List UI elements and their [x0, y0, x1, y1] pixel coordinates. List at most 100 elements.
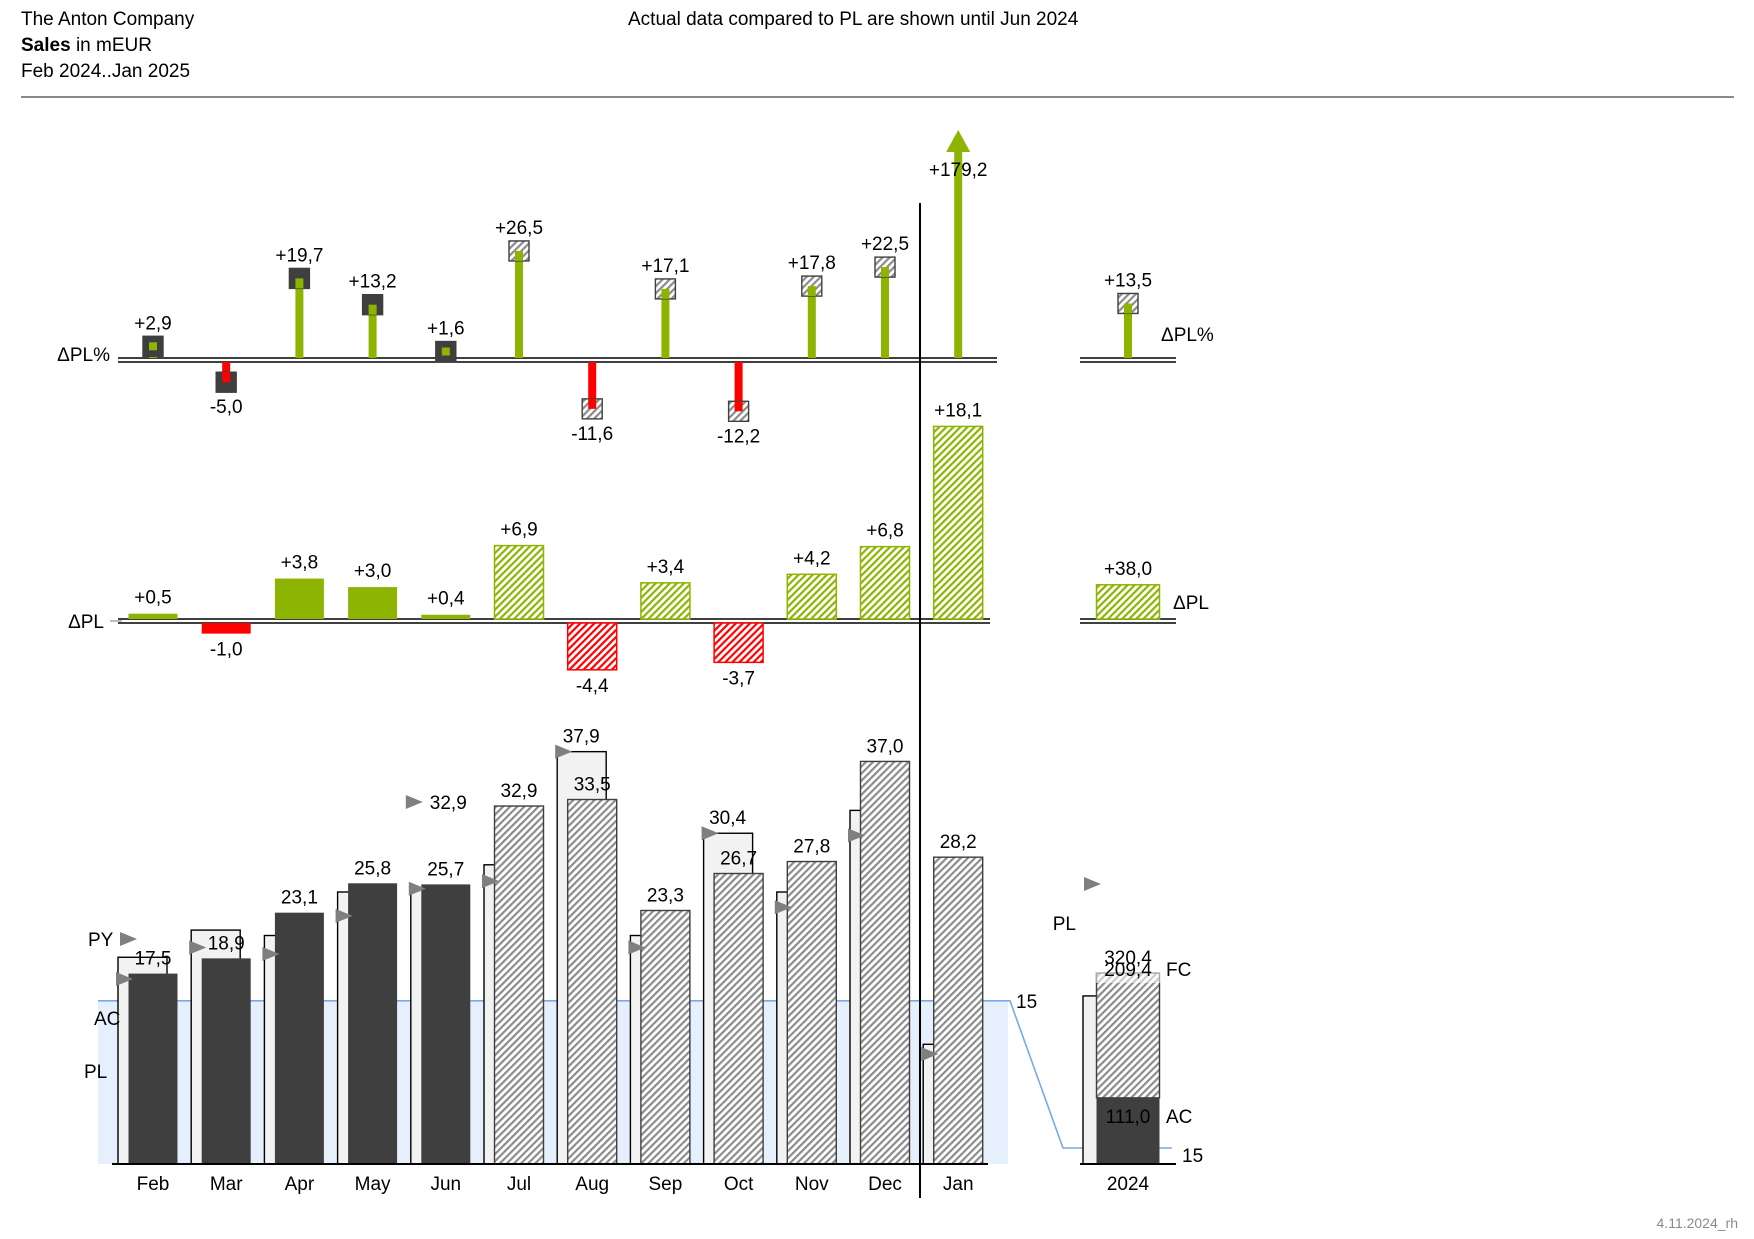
ac-bar-mar: [201, 958, 251, 1164]
pct-stem-cap-nov: [807, 286, 816, 297]
total-pct-title: ΔPL%: [1161, 325, 1214, 346]
pl-marker-mar: [189, 940, 207, 955]
total-pl-marker: [1084, 877, 1101, 891]
fc-bar-nov: [786, 860, 837, 1165]
pl-marker-dec: [848, 828, 865, 843]
dpl-bar-feb: [128, 613, 178, 619]
value-label-jul: 32,9: [501, 781, 538, 802]
dpl-label-jun: +0,4: [427, 589, 465, 610]
value-label-jan: 28,2: [940, 832, 977, 853]
dpl-label-feb: +0,5: [134, 588, 172, 609]
total-x-tick: 2024: [1107, 1174, 1150, 1195]
dpl-bar-mar: [201, 623, 251, 634]
pct-label-may: +13,2: [349, 272, 397, 293]
x-tick-mar: Mar: [210, 1174, 243, 1195]
measure-unit: in mEUR: [75, 35, 152, 56]
fc-bar-dec: [859, 760, 911, 1165]
value-label-oct: 26,7: [720, 849, 757, 870]
total-pct-stem: [1124, 303, 1132, 358]
value-label-may: 25,8: [354, 858, 391, 879]
report-header: The Anton Company Sales in mEUR Feb 2024…: [21, 7, 194, 85]
pl-marker-aug: [555, 744, 573, 759]
total-fc-label-bg: [1096, 951, 1162, 983]
footer-stamp: 4.11.2024_rh: [1656, 1215, 1738, 1231]
total-threshold-label: 15: [1182, 1146, 1203, 1167]
value-label-nov: 27,8: [793, 837, 830, 858]
pct-stem-oct: [734, 362, 743, 412]
pct-label-oct: -12,2: [717, 426, 760, 447]
pct-axis-title: ΔPL%: [57, 345, 110, 366]
pl-marker-feb: [116, 972, 133, 987]
dpl-axis-title: ΔPL: [68, 612, 104, 633]
pl-marker-sep: [628, 940, 646, 955]
pct-stem-cap-apr: [295, 278, 304, 289]
pct-label-apr: +19,7: [275, 245, 323, 266]
dpl-label-apr: +3,8: [281, 553, 319, 574]
fc-bar-jan: [933, 856, 984, 1165]
pl-marker-jun: [408, 881, 426, 896]
series-label-ac: AC: [94, 1009, 120, 1030]
value-label-jun: 25,7: [427, 859, 464, 880]
measure-name: Sales: [21, 35, 71, 56]
dpl-label-jan: +18,1: [934, 400, 982, 421]
dpl-bar-jan: [932, 425, 984, 620]
dpl-label-jul: +6,9: [500, 520, 538, 541]
threshold-label: 15: [1016, 992, 1037, 1013]
period-label: Feb 2024..Jan 2025: [21, 61, 191, 82]
x-tick-may: May: [355, 1174, 391, 1195]
value-label-mar: 18,9: [208, 933, 245, 954]
total-ac-bar: [1096, 1097, 1160, 1164]
pct-stem-cap-mar: [222, 372, 231, 383]
ac-bar-may: [348, 883, 398, 1164]
total-fc-name: FC: [1166, 960, 1191, 981]
pct-label-mar: -5,0: [210, 397, 243, 418]
x-tick-apr: Apr: [285, 1174, 315, 1195]
total-pct-label: +13,5: [1104, 270, 1152, 291]
pct-stem-cap-sep: [661, 288, 670, 299]
total-ac-name: AC: [1166, 1107, 1192, 1128]
x-tick-feb: Feb: [137, 1174, 170, 1195]
pct-label-dec: +22,5: [861, 234, 909, 255]
pl-marker-oct: [701, 826, 719, 841]
dpl-label-nov: +4,2: [793, 548, 831, 569]
dpl-bar-jun: [421, 614, 471, 619]
value-label-aug: 33,5: [574, 775, 611, 796]
x-tick-jan: Jan: [943, 1174, 974, 1195]
pct-stem-dec: [881, 267, 889, 358]
pct-stem-cap-feb: [149, 342, 157, 351]
extra-label-jun: 32,9: [430, 793, 467, 814]
dpl-label-mar: -1,0: [210, 640, 243, 661]
company-name: The Anton Company: [21, 9, 195, 30]
x-tick-dec: Dec: [868, 1174, 902, 1195]
total-dpl-title: ΔPL: [1173, 593, 1209, 614]
pct-label-jul: +26,5: [495, 218, 543, 239]
x-tick-jul: Jul: [507, 1174, 531, 1195]
total-dpl-bar: [1095, 584, 1161, 620]
py-label-oct: 30,4: [709, 808, 746, 829]
value-label-sep: 23,3: [647, 885, 684, 906]
x-tick-aug: Aug: [575, 1174, 609, 1195]
x-tick-nov: Nov: [795, 1174, 829, 1195]
pct-stem-sep: [661, 288, 670, 358]
total-ac-value: 111,0: [1106, 1107, 1151, 1128]
dpl-bar-oct: [713, 622, 764, 664]
pct-stem-cap-aug: [588, 398, 597, 409]
dpl-bar-dec: [859, 545, 911, 620]
total-fc-value: 209,4: [1104, 960, 1152, 981]
header-divider: [21, 96, 1734, 98]
ac-bar-apr: [274, 912, 324, 1164]
dpl-label-sep: +3,4: [647, 557, 685, 578]
pl-marker-jul: [482, 874, 499, 889]
pct-stem-cap-dec: [881, 267, 889, 278]
pct-stem-may: [368, 304, 377, 358]
dpl-label-aug: -4,4: [576, 676, 609, 697]
pct-stem-cap-jul: [515, 250, 523, 261]
py-legend-marker: [120, 932, 137, 946]
fc-bar-jul: [493, 805, 545, 1165]
dpl-label-may: +3,0: [354, 561, 392, 582]
pct-label-sep: +17,1: [641, 256, 689, 277]
pct-stem-jul: [515, 250, 523, 358]
dpl-bar-nov: [786, 573, 838, 620]
pct-stem-aug: [588, 362, 597, 409]
dpl-bar-sep: [640, 582, 691, 620]
